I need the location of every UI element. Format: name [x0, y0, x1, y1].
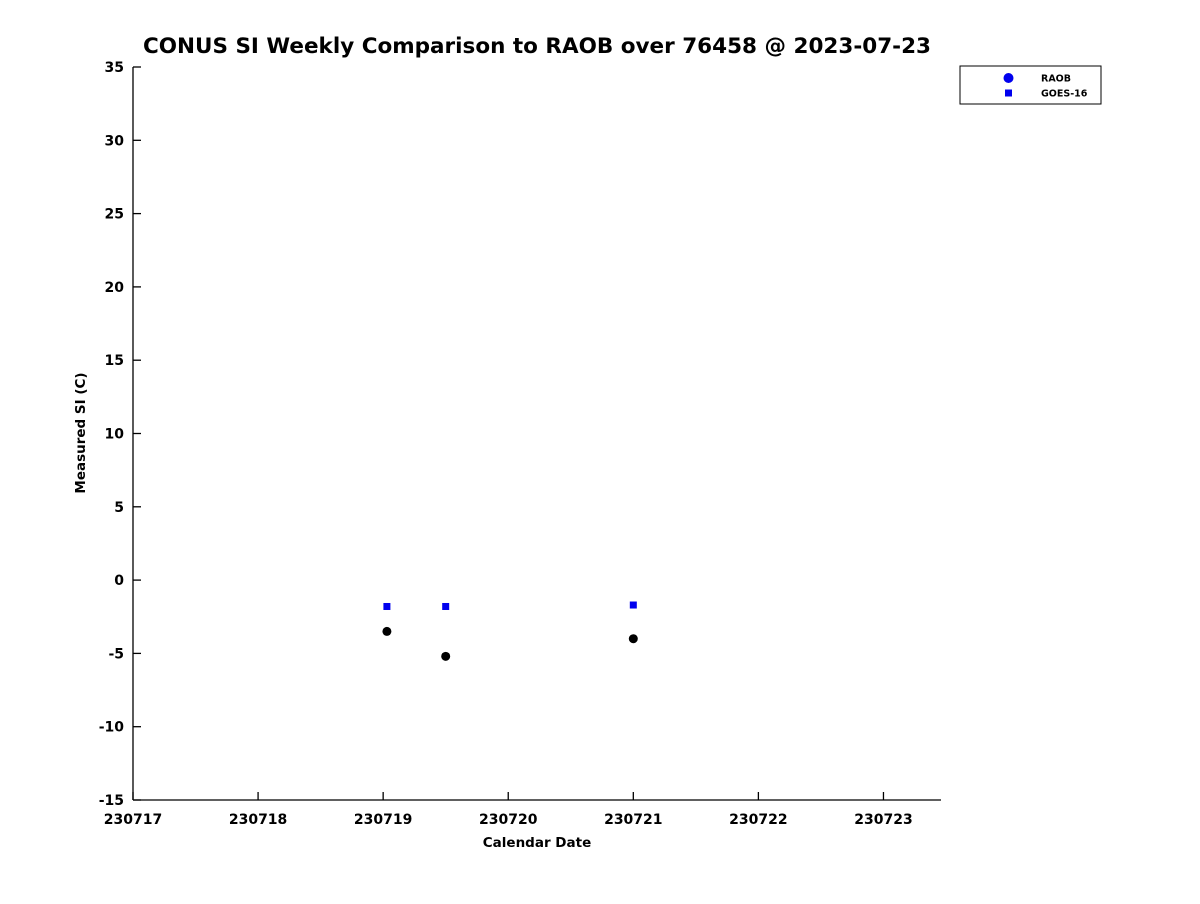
- y-tick-label: 15: [105, 353, 124, 369]
- y-axis-label: Measured SI (C): [73, 372, 89, 493]
- x-tick-label: 230722: [729, 812, 787, 828]
- goes-16-point: [629, 601, 637, 609]
- y-tick-label: 0: [114, 573, 124, 589]
- legend-raob-label: RAOB: [1041, 74, 1071, 85]
- x-tick-label: 230717: [104, 812, 162, 828]
- y-tick-label: 35: [105, 60, 124, 76]
- x-tick-label: 230723: [854, 812, 912, 828]
- legend-box: [959, 65, 1102, 105]
- y-tick-label: -15: [99, 793, 124, 809]
- raob-point: [441, 651, 451, 661]
- legend-goes-16-marker: [1005, 89, 1012, 97]
- y-tick-label: -5: [108, 646, 124, 662]
- plot-area: 230717 230718 230719 230720 230721 230722 2307…: [99, 60, 1102, 828]
- x-tick-label: 230721: [604, 812, 662, 828]
- x-axis-label: Calendar Date: [483, 835, 591, 851]
- x-tick-label: 230718: [229, 812, 287, 828]
- x-tick-label: 230719: [354, 812, 412, 828]
- y-tick-label: 20: [105, 280, 125, 296]
- y-tick-label: 30: [105, 133, 125, 149]
- y-tick-label: 25: [105, 207, 124, 223]
- legend-raob-marker: [1003, 73, 1014, 83]
- raob-point: [628, 634, 638, 644]
- legend-goes-16-label: GOES-16: [1041, 89, 1088, 100]
- goes-16-point: [442, 602, 450, 610]
- raob-point: [382, 626, 392, 636]
- chart-title: CONUS SI Weekly Comparison to RAOB over …: [143, 34, 931, 59]
- y-tick-label: 5: [114, 500, 124, 516]
- y-tick-label: -10: [99, 720, 125, 736]
- goes-16-point: [383, 602, 391, 610]
- x-tick-label: 230720: [479, 812, 538, 828]
- y-tick-label: 10: [105, 427, 125, 443]
